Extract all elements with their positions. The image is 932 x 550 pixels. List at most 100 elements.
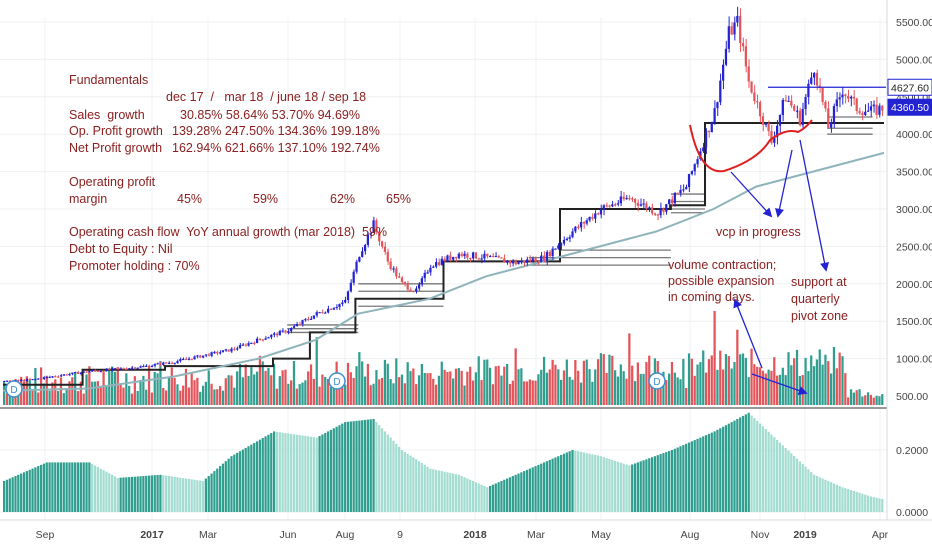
oscillator-bar bbox=[562, 453, 566, 512]
volume-bar bbox=[605, 372, 608, 405]
oscillator-bar bbox=[665, 452, 668, 512]
volume-bar bbox=[298, 384, 301, 405]
dividend-marker[interactable]: D bbox=[328, 372, 346, 390]
volume-bar bbox=[443, 369, 446, 405]
oscillator-bar bbox=[560, 454, 563, 512]
candle-body bbox=[25, 379, 28, 382]
oscillator-bar bbox=[91, 463, 94, 512]
volume-bar bbox=[105, 386, 108, 405]
volume-bar bbox=[858, 389, 861, 405]
volume-bar bbox=[207, 370, 210, 405]
volume-bar bbox=[383, 359, 387, 405]
oscillator-bar bbox=[710, 432, 713, 512]
dividend-marker[interactable]: D bbox=[5, 380, 23, 398]
volume-bar bbox=[221, 390, 225, 405]
oscillator-bar bbox=[290, 433, 293, 512]
candle-body bbox=[28, 379, 31, 381]
y-tick-label: 0.2000 bbox=[896, 445, 928, 457]
volume-bar bbox=[517, 369, 520, 405]
candle-body bbox=[403, 281, 406, 284]
oscillator-bar bbox=[881, 498, 884, 512]
volume-bar bbox=[599, 353, 603, 405]
opm-value-3: 62% bbox=[330, 192, 355, 206]
moving-average-line bbox=[2, 151, 885, 392]
volume-bar bbox=[375, 370, 378, 405]
candle-body bbox=[204, 354, 208, 356]
volume-bar bbox=[145, 389, 148, 405]
oscillator-bar bbox=[523, 471, 526, 512]
candle-body bbox=[861, 113, 864, 116]
candle-body bbox=[383, 246, 387, 252]
candle-body bbox=[102, 371, 105, 373]
volume-bar bbox=[380, 377, 384, 405]
oscillator-bar bbox=[218, 466, 222, 512]
vcp-arrow bbox=[730, 171, 773, 218]
candle-body bbox=[292, 326, 296, 328]
volume-bar bbox=[261, 361, 264, 405]
volume-bar bbox=[304, 380, 307, 405]
volume-bar bbox=[625, 378, 628, 405]
volume-bar bbox=[506, 363, 509, 405]
volume-bar bbox=[332, 375, 335, 405]
oscillator-bar bbox=[585, 453, 588, 512]
candle-body bbox=[821, 87, 824, 102]
oscillator-bar bbox=[238, 451, 242, 512]
oscillator-bar bbox=[670, 450, 674, 512]
vcp-note: vcp in progress bbox=[716, 225, 801, 239]
oscillator-bar bbox=[270, 433, 273, 512]
oscillator-bar bbox=[713, 431, 716, 512]
oscillator-bar bbox=[338, 425, 341, 512]
volume-bar bbox=[82, 393, 85, 405]
oscillator-bar bbox=[443, 471, 446, 512]
oscillator-bar bbox=[452, 473, 455, 512]
candle-body bbox=[741, 42, 745, 47]
candle-body bbox=[844, 94, 847, 96]
volume-bar bbox=[125, 373, 128, 405]
oscillator-bar bbox=[99, 468, 102, 512]
volume-bar bbox=[633, 381, 637, 405]
oscillator-bar bbox=[852, 490, 855, 512]
oscillator-bar bbox=[531, 467, 534, 512]
volume-bar bbox=[668, 373, 671, 405]
candle-body bbox=[795, 110, 799, 112]
volume-bar bbox=[781, 367, 784, 405]
volume-bar bbox=[528, 379, 531, 405]
price-label: 4360.50 bbox=[891, 102, 929, 114]
candle-body bbox=[693, 164, 696, 172]
volume-bar bbox=[119, 384, 122, 405]
volume-bar bbox=[687, 353, 691, 405]
candle-body bbox=[503, 258, 506, 263]
oscillator-bar bbox=[153, 475, 156, 512]
candle-body bbox=[164, 362, 168, 364]
oscillator-bar bbox=[54, 462, 57, 512]
volume-bar bbox=[710, 355, 713, 405]
dividend-marker[interactable]: D bbox=[648, 372, 666, 390]
volume-bar bbox=[42, 383, 46, 405]
candle-body bbox=[218, 352, 222, 354]
volume-bar bbox=[426, 373, 429, 405]
volume-bar bbox=[659, 380, 662, 405]
candle-body bbox=[781, 99, 784, 116]
volume-bar bbox=[611, 355, 614, 405]
oscillator-bar bbox=[335, 426, 338, 512]
candle-body bbox=[96, 370, 100, 372]
candle-body bbox=[653, 213, 657, 215]
volume-bar bbox=[79, 381, 82, 405]
candle-body bbox=[812, 72, 816, 78]
volume-bar bbox=[810, 355, 813, 405]
candle-body bbox=[793, 105, 796, 111]
volume-bar bbox=[818, 349, 821, 405]
oscillator-bar bbox=[372, 419, 375, 512]
candle-body bbox=[682, 189, 685, 191]
y-tick-label: 0.0000 bbox=[896, 507, 928, 519]
oscillator-bar bbox=[432, 469, 435, 512]
oscillator-bar bbox=[574, 450, 577, 512]
volume-bar bbox=[62, 393, 65, 405]
oscillator-bar bbox=[199, 480, 202, 512]
oscillator-bar bbox=[642, 460, 645, 512]
volume-bar bbox=[750, 348, 753, 405]
y-tick-label: 500.00 bbox=[896, 391, 928, 403]
oscillator-bar bbox=[858, 492, 861, 512]
event-markers[interactable]: D D D bbox=[5, 372, 666, 398]
oscillator-bar bbox=[480, 484, 483, 512]
